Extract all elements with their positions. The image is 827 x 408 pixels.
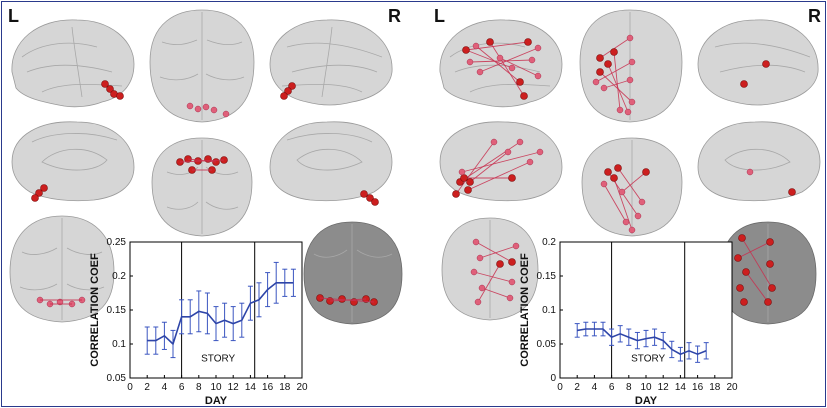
y-tick-label: 0.2 [542, 237, 556, 248]
y-tick-label: 0.05 [107, 373, 127, 384]
y-tick-label: 0.05 [537, 339, 557, 350]
series-line [147, 282, 294, 346]
x-tick-label: 2 [144, 382, 150, 393]
brain-lateral-right [697, 19, 819, 106]
y-tick-label: 0.1 [542, 305, 556, 316]
x-tick-label: 10 [210, 382, 222, 393]
x-axis-title: DAY [635, 395, 658, 406]
x-tick-label: 18 [709, 382, 721, 393]
left-panel-right-label: R [388, 6, 401, 26]
x-tick-label: 14 [675, 382, 687, 393]
x-tick-label: 4 [162, 382, 168, 393]
x-axis-title: DAY [205, 395, 228, 406]
y-tick-label: 0.1 [112, 339, 126, 350]
x-tick-label: 12 [228, 382, 240, 393]
x-tick-label: 4 [592, 382, 598, 393]
y-tick-label: 0 [550, 373, 556, 384]
brain-medial-right [269, 121, 393, 202]
x-tick-label: 6 [609, 382, 615, 393]
brain-back-view [719, 221, 817, 325]
right-panel-left-label: L [434, 6, 445, 26]
series-line [577, 328, 707, 356]
x-tick-label: 16 [692, 382, 704, 393]
band-label: STORY [631, 354, 665, 365]
brain-bottom-view [151, 137, 253, 237]
x-tick-label: 12 [658, 382, 670, 393]
brain-medial-left [439, 121, 563, 202]
plot-area [560, 242, 732, 378]
band-label: STORY [201, 354, 235, 365]
y-tick-label: 0.15 [537, 271, 557, 282]
x-tick-label: 8 [196, 382, 202, 393]
left-panel-brains: STORY 0 2 4 6 8 10 12 14 16 18 20 0.05 0.1 0.15 0.2 0.25… [9, 9, 403, 406]
right-network [452, 34, 796, 306]
left-network-nodes [31, 80, 379, 308]
brain-top-view [149, 9, 255, 123]
x-tick-label: 6 [179, 382, 185, 393]
x-tick-label: 2 [574, 382, 580, 393]
x-tick-label: 8 [626, 382, 632, 393]
y-tick-label: 0.25 [107, 237, 127, 248]
x-tick-label: 16 [262, 382, 274, 393]
y-axis-title: CORRELATION COEF [519, 253, 531, 367]
y-axis-title: CORRELATION COEF [89, 253, 101, 367]
x-tick-label: 10 [640, 382, 652, 393]
brain-medial-left [11, 121, 135, 202]
y-tick-label: 0.15 [107, 305, 127, 316]
brain-back-view [303, 221, 403, 325]
brain-front-view [9, 215, 115, 323]
x-tick-label: 18 [279, 382, 291, 393]
brain-top-view [579, 9, 683, 123]
y-tick-label: 0.2 [112, 271, 126, 282]
brain-bottom-view [581, 137, 683, 237]
x-tick-label: 14 [245, 382, 257, 393]
brain-lateral-right [269, 19, 393, 106]
x-tick-label: 0 [557, 382, 563, 393]
x-tick-label: 20 [726, 382, 738, 393]
right-panel-right-label: R [808, 6, 821, 26]
left-chart: STORY 0 2 4 6 8 10 12 14 16 18 20 0.05 0.1 0.15 0.2 0.25… [89, 237, 308, 406]
x-tick-label: 0 [127, 382, 133, 393]
left-panel-left-label: L [8, 6, 19, 26]
x-tick-label: 20 [296, 382, 308, 393]
brain-medial-right [697, 121, 821, 202]
